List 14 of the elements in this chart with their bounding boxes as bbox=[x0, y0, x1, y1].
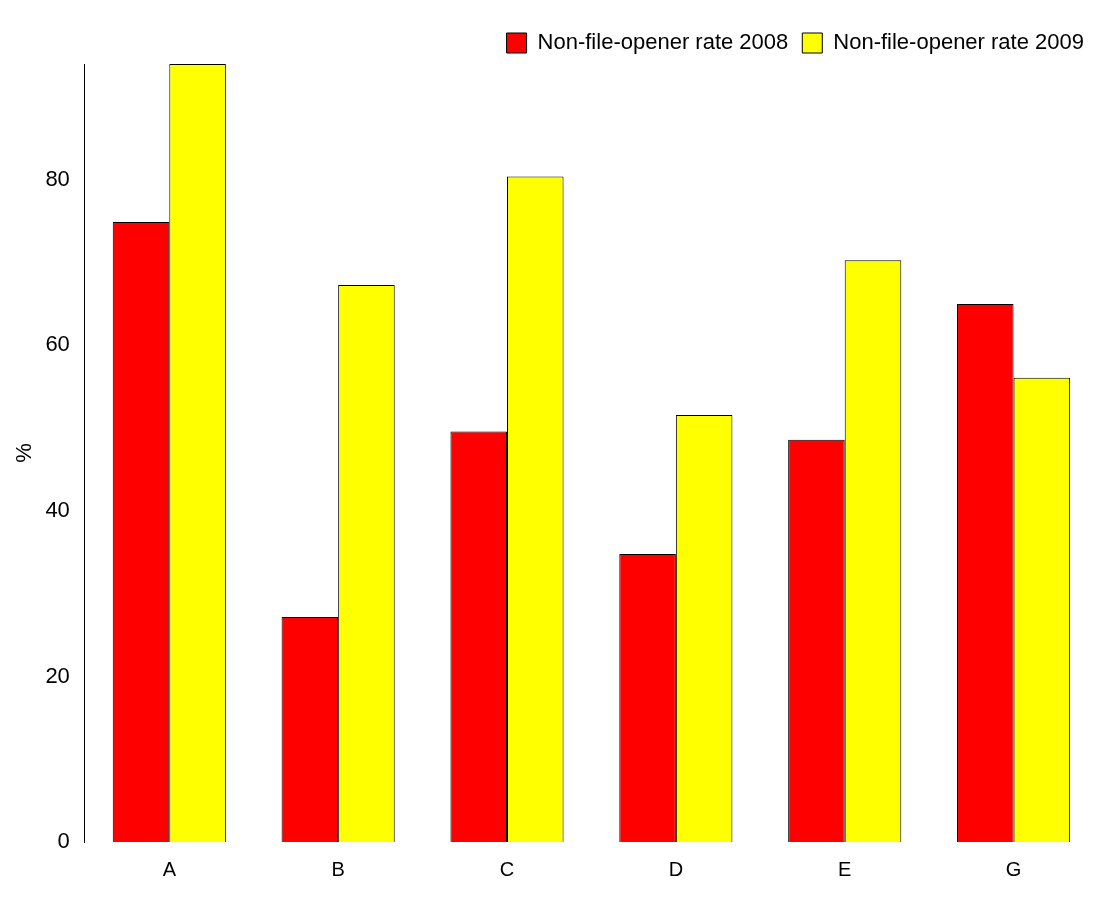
legend-label: Non-file-opener rate 2008 bbox=[537, 29, 789, 55]
x-tick-label: E bbox=[838, 857, 852, 880]
y-tick-label: 40 bbox=[45, 497, 70, 522]
x-tick-label: A bbox=[162, 857, 177, 880]
y-axis-title: % bbox=[11, 443, 37, 463]
y-tick-label: 20 bbox=[45, 662, 70, 688]
x-tick-label: C bbox=[499, 857, 515, 880]
x-tick-label: D bbox=[668, 857, 684, 880]
x-tick-label: G bbox=[1005, 857, 1022, 880]
y-tick-label: 80 bbox=[45, 165, 70, 191]
legend-label: Non-file-opener rate 2009 bbox=[833, 29, 1085, 55]
y-tick-label: 60 bbox=[45, 331, 70, 357]
x-tick-label: B bbox=[331, 857, 345, 880]
y-tick-label: 0 bbox=[57, 828, 70, 854]
